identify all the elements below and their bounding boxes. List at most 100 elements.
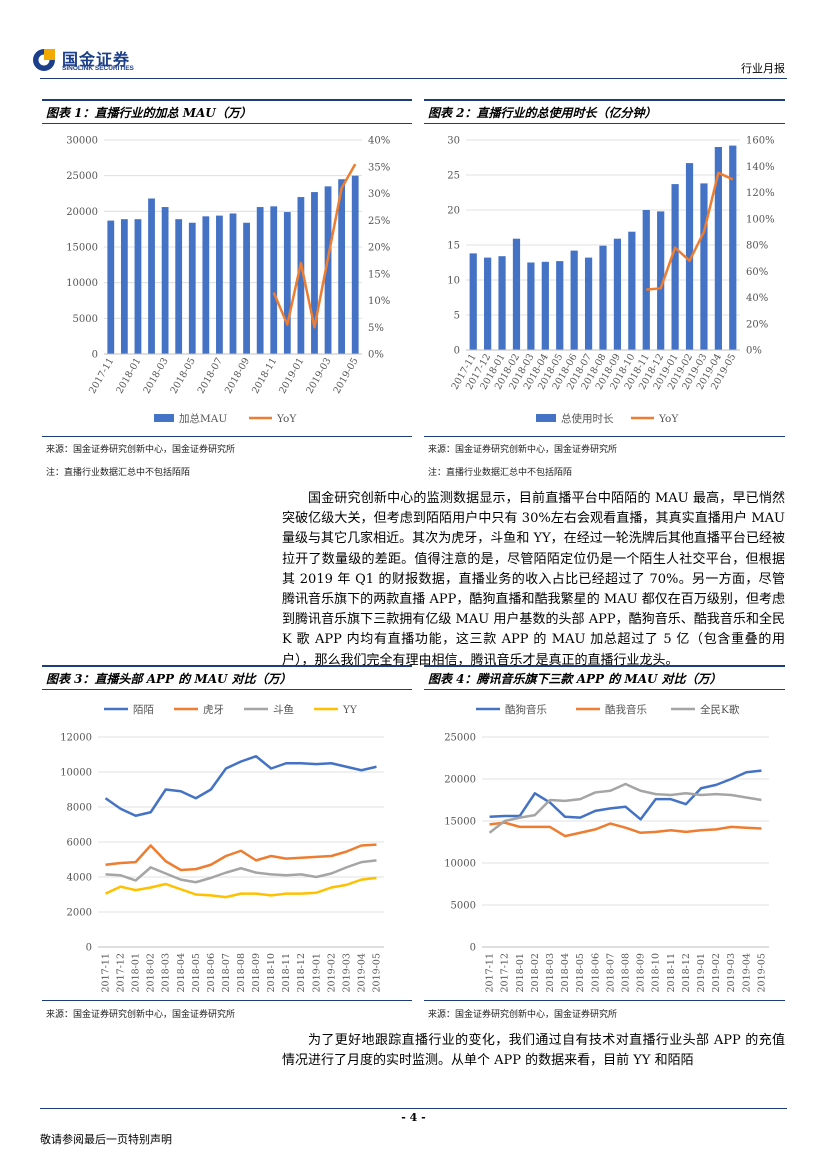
x-tick-label: 2018-05	[575, 953, 586, 992]
series-line	[105, 843, 377, 872]
body-paragraph-2: 为了更好地跟踪直播行业的变化，我们通过自有技术对直播行业头部 APP 的充值情况…	[282, 1031, 785, 1071]
bar	[729, 145, 737, 350]
bar	[311, 192, 318, 354]
bar	[599, 245, 607, 350]
x-tick-label: 2018-03	[141, 356, 170, 396]
bar	[297, 197, 305, 354]
y-tick-label: 10	[447, 276, 460, 287]
bar	[584, 257, 593, 350]
x-tick-label: 2017-12	[116, 953, 127, 992]
bar	[161, 207, 169, 354]
y2-tick-label: 80%	[746, 241, 768, 252]
y-tick-label: 25000	[66, 171, 98, 182]
doc-type: 行业月报	[741, 62, 785, 75]
x-tick-label: 2019-05	[756, 953, 767, 992]
y2-tick-label: 5%	[368, 323, 384, 334]
paragraph-1-text: 国金研究创新中心的监测数据显示，目前直播平台中陌陌的 MAU 最高，早已悄然突破…	[282, 491, 785, 668]
legend-swatch-bar	[154, 414, 174, 422]
bar	[642, 210, 650, 350]
bar	[685, 163, 694, 350]
bar	[657, 211, 665, 350]
footer-divider	[40, 1108, 787, 1109]
legend-label: YoY	[658, 413, 679, 425]
yoy-line	[272, 163, 357, 329]
x-tick-label: 2018-01	[131, 953, 142, 992]
bar	[216, 215, 223, 354]
x-tick-label: 2018-11	[250, 356, 279, 396]
x-tick-label: 2018-04	[560, 953, 571, 992]
series-line	[104, 876, 377, 899]
bar	[107, 220, 115, 354]
figure-1-box: 0 5000 10000 15000 20000 25000 30000 0% 5% 10% 15%…	[42, 123, 412, 437]
y-tick-label: 20	[447, 206, 460, 217]
legend-label: 虎牙	[203, 704, 224, 716]
legend-swatch-bar	[536, 414, 556, 422]
x-tick-label: 2018-04	[176, 953, 187, 992]
chart-1: 0 5000 10000 15000 20000 25000 30000 0% 5% 10% 15%…	[66, 136, 390, 426]
y2-tick-label: 0%	[746, 346, 762, 357]
chart-4: 0 5000 10000 15000 20000 25000 2017-11 2017-12 2…	[444, 703, 769, 992]
y-tick-label: 0	[470, 943, 476, 954]
x-tick-label: 2019-04	[356, 953, 367, 992]
y2-tick-label: 40%	[368, 136, 390, 147]
legend-label: 陌陌	[133, 704, 154, 716]
y-tick-label: 0	[86, 943, 92, 954]
series-line	[489, 769, 762, 821]
series-line	[104, 755, 377, 817]
figure-2-box: 0 5 10 15 20 25 30 0% 20% 40% 60% 80% 100% 120% 140% 16…	[424, 123, 785, 437]
x-tick-label: 2018-07	[221, 953, 232, 992]
y2-tick-label: 20%	[746, 319, 768, 330]
bar	[229, 213, 237, 354]
x-tick-label: 2019-05	[332, 356, 361, 396]
chart-3: 0 2000 4000 6000 8000 10000 12000 2017-11 2017-1…	[60, 703, 384, 992]
y2-tick-label: 25%	[368, 216, 390, 227]
y-tick-label: 0	[92, 350, 98, 361]
x-tick-label: 2018-03	[161, 953, 172, 992]
figure-2-source: 来源：国金证券研究创新中心，国金证券研究所	[428, 445, 618, 455]
y2-tick-label: 35%	[368, 162, 390, 173]
y-tick-label: 15000	[66, 243, 98, 254]
y-tick-label: 20000	[444, 775, 476, 786]
bar	[270, 206, 278, 354]
bar	[148, 198, 155, 354]
x-tick-label: 2019-01	[277, 356, 306, 396]
x-tick-label: 2019-02	[326, 953, 337, 992]
y-tick-label: 5000	[73, 314, 98, 325]
x-tick-label: 2018-05	[169, 356, 198, 396]
x-tick-label: 2018-11	[281, 953, 292, 992]
figure-2-note: 注：直播行业数据汇总中不包括陌陌	[428, 468, 573, 478]
bar	[498, 256, 506, 350]
x-tick-label: 2019-01	[311, 953, 322, 992]
legend-label: YY	[342, 704, 358, 716]
y-tick-label: 25000	[444, 733, 476, 744]
y-tick-label: 10000	[60, 768, 92, 779]
y2-tick-label: 40%	[746, 293, 768, 304]
legend-label: 全民K歌	[700, 703, 740, 716]
x-tick-label: 2018-12	[681, 953, 692, 992]
y-tick-label: 5000	[451, 901, 476, 912]
x-tick-label: 2018-09	[636, 953, 647, 992]
y-tick-label: 2000	[67, 908, 92, 919]
legend-label: YoY	[276, 413, 297, 425]
figure-4-topbar	[424, 665, 785, 667]
y-tick-label: 10000	[444, 859, 476, 870]
bar	[556, 261, 564, 350]
y-tick-label: 12000	[60, 733, 92, 744]
y-tick-label: 0	[454, 346, 460, 357]
figure-4-title: 图表 4：腾讯音乐旗下三款 APP 的 MAU 对比（万）	[428, 672, 722, 686]
y2-tick-label: 20%	[368, 243, 390, 254]
x-tick-label: 2017-11	[87, 356, 116, 396]
bar	[134, 219, 142, 354]
legend-label: 斗鱼	[273, 703, 294, 716]
bar	[175, 219, 183, 354]
company-logo: 国金证券 SINOLINK SECURITIES	[32, 46, 162, 76]
logo-mark-icon	[33, 49, 55, 71]
x-tick-label: 2018-09	[251, 953, 262, 992]
y-tick-label: 15000	[444, 817, 476, 828]
x-tick-label: 2018-07	[605, 953, 616, 992]
bar	[351, 175, 359, 354]
x-tick-label: 2018-02	[530, 953, 541, 992]
series-line	[488, 782, 762, 834]
x-tick-label: 2018-01	[515, 953, 526, 992]
figure-3-box: 0 2000 4000 6000 8000 10000 12000 2017-11 2017-1…	[42, 689, 412, 1001]
